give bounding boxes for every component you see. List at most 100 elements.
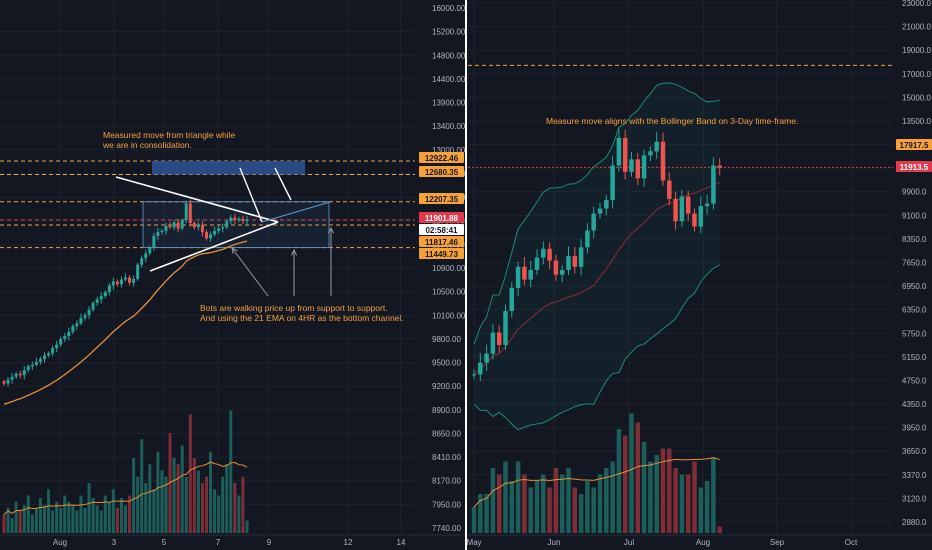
measure-line-b: [274, 167, 292, 201]
candle-body: [18, 373, 22, 376]
price-label-text: 12680.35: [425, 168, 459, 177]
price-label-box: [896, 139, 932, 150]
candle-body: [225, 221, 229, 228]
volume-bar: [196, 470, 200, 533]
x-tick-label: 5: [162, 538, 167, 547]
volume-bar: [63, 495, 67, 533]
volume-bar: [152, 489, 156, 533]
x-tick-label: 14: [397, 538, 406, 547]
candle-body: [188, 203, 192, 224]
right-chart-panel[interactable]: 23000.0 21000.0 19000.0 17000.0 15000.0 13500…: [466, 0, 932, 550]
candle-body: [2, 381, 6, 384]
y-tick-label: 3650.0: [902, 447, 927, 456]
volume-bar: [496, 474, 502, 533]
candle-body: [47, 353, 51, 356]
price-label-box: [419, 212, 464, 223]
left-chart-panel[interactable]: 16000.00 15200.00 14800.00 14400.00 13900.00…: [0, 0, 466, 550]
candle-body: [496, 332, 502, 345]
candle-body: [196, 224, 200, 228]
volume-bar: [622, 435, 628, 533]
annotation-text-triangle: Measured move from triangle while: [103, 130, 236, 140]
volume-bar: [6, 508, 10, 533]
candle-body: [578, 247, 584, 267]
x-tick-label: Jun: [548, 538, 561, 547]
y-tick-label: 9200.00: [432, 382, 461, 391]
annotation-arrow: [231, 247, 269, 297]
y-tick-label: 10100.00: [432, 311, 466, 320]
volume-bar: [34, 508, 38, 533]
candle-body: [490, 332, 496, 354]
candle-body: [115, 281, 119, 285]
volume-bar: [578, 494, 584, 533]
candle-body: [22, 370, 26, 376]
price-label-text: 17917.5: [900, 141, 929, 150]
y-tick-label: 21000.0: [902, 23, 931, 32]
price-label-text: 02:58:41: [425, 226, 458, 235]
volume-bar: [233, 483, 237, 533]
volume-bar: [541, 474, 546, 533]
volume-bar: [213, 489, 217, 533]
candle-body: [103, 292, 107, 297]
volume-bar: [503, 461, 508, 533]
annotation-text-bots: Bots are walking price up from support t…: [200, 303, 388, 313]
volume-bar: [698, 487, 704, 533]
ema-21-line: [3, 240, 248, 405]
candle-body: [217, 228, 221, 231]
candle-body: [176, 222, 180, 229]
volume-bar: [515, 461, 521, 533]
candle-body: [692, 213, 697, 227]
annotation-text-triangle: we are in consolidation.: [102, 140, 192, 150]
volume-bar: [654, 455, 659, 533]
candle-body: [566, 256, 571, 270]
candle-body: [200, 224, 204, 233]
x-tick-label: 3: [112, 538, 117, 547]
volume-bar: [205, 476, 208, 533]
y-tick-label: 8650.00: [432, 429, 461, 438]
price-axis: [893, 0, 932, 550]
bollinger-mid-line: [473, 182, 720, 375]
price-label-box: [419, 166, 464, 177]
bollinger-band-fill: [474, 82, 720, 430]
candle-body: [629, 159, 634, 172]
volume-bar: [111, 489, 115, 533]
volume-bar: [528, 487, 533, 533]
volume-bar: [136, 476, 140, 533]
x-tick-label: Aug: [696, 538, 710, 547]
x-tick-label: 12: [344, 538, 353, 547]
candle-body: [38, 359, 42, 362]
volume-bar: [641, 442, 647, 533]
volume-bar: [660, 448, 666, 533]
x-tick-label: Jul: [624, 538, 634, 547]
volume-bar: [717, 526, 722, 533]
volume-bar: [572, 487, 578, 533]
y-tick-label: 8350.0: [902, 235, 927, 244]
volume-bar: [241, 476, 245, 533]
volume-bar: [209, 451, 213, 533]
candle-body: [192, 223, 196, 228]
volume-bar: [553, 468, 559, 533]
y-tick-label: 6950.0: [902, 282, 927, 291]
candle-body: [553, 260, 559, 275]
candle-body: [71, 326, 75, 332]
candle-body: [26, 366, 30, 371]
volume-bar: [59, 508, 63, 533]
candle-body: [99, 296, 103, 300]
candle-body: [67, 331, 71, 337]
price-label-box: [419, 224, 464, 235]
volume-bar: [164, 476, 168, 533]
volume-bar: [711, 457, 716, 533]
volume-bar: [685, 474, 691, 533]
candle-body: [59, 338, 63, 345]
volume-bar: [148, 464, 152, 533]
volume-bar: [14, 501, 18, 533]
candle-body: [140, 258, 144, 265]
price-label-box: [419, 248, 464, 259]
candle-body: [180, 219, 184, 229]
candle-body: [111, 281, 115, 286]
candle-body: [229, 217, 233, 222]
y-tick-label: 13500.0: [902, 117, 931, 126]
volume-bar: [591, 487, 596, 533]
measure-line-a: [239, 167, 263, 223]
volume-bar: [471, 507, 477, 533]
volume-bar: [610, 461, 615, 533]
